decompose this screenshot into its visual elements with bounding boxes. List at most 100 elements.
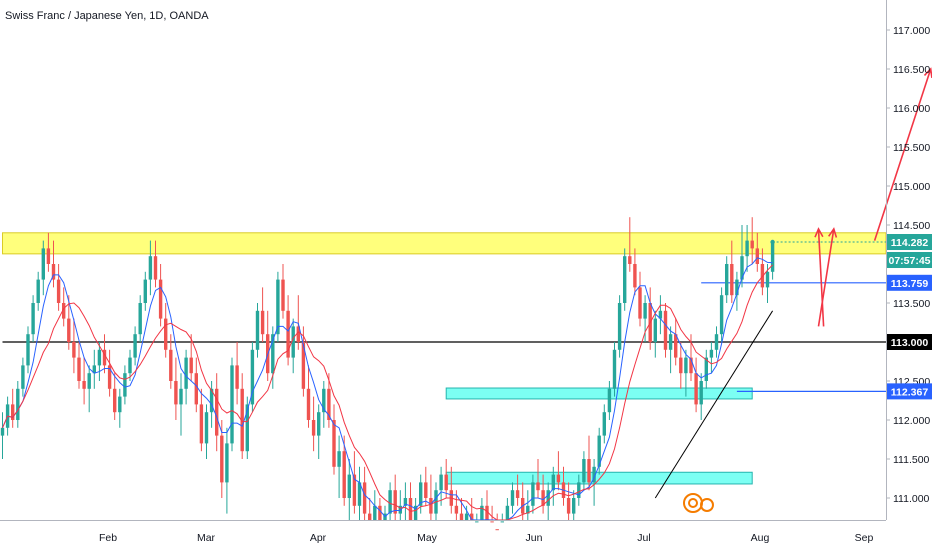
candle-body (495, 529, 499, 531)
candle-body (413, 505, 418, 520)
trendline-0 (654, 310, 774, 499)
zone-1 (445, 387, 753, 400)
candle-body (306, 388, 311, 420)
arrow-line-1 (817, 228, 835, 327)
candle-body (653, 318, 657, 342)
candle-body (56, 279, 61, 303)
y-tick-label: 117.000 (893, 25, 930, 37)
x-tick-label: Jun (526, 532, 543, 544)
svg-text:07:57:45: 07:57:45 (888, 255, 930, 267)
candle-body (352, 474, 357, 506)
candle-body (612, 349, 617, 389)
candle-body (638, 287, 642, 319)
zones-layer (2, 232, 887, 485)
moving-averages-layer (2, 257, 773, 521)
candle-body (546, 490, 550, 506)
horizontal-lines-layer (2, 241, 886, 392)
candle-body (633, 264, 637, 288)
candle-body (357, 482, 362, 506)
y-tick-label: 113.500 (893, 298, 930, 310)
svg-text:114.282: 114.282 (891, 237, 929, 249)
candle-body (72, 342, 76, 358)
candle-body (679, 357, 683, 374)
candle-body (505, 505, 510, 520)
x-tick-label: Aug (751, 532, 770, 544)
candle-body (689, 357, 693, 374)
candle-body (281, 279, 285, 311)
candle-body (714, 334, 719, 350)
candle-body (587, 459, 591, 483)
candle-body (730, 264, 734, 296)
candle-body (347, 474, 351, 498)
candle-body (16, 388, 20, 420)
candle-body (204, 412, 209, 444)
candle-body (158, 279, 163, 319)
candle-body (67, 318, 71, 342)
candle-body (113, 388, 117, 413)
candle-body (97, 349, 102, 366)
candle-body (118, 396, 122, 413)
candle-body (87, 373, 91, 389)
candle-body (393, 490, 397, 514)
candle-body (368, 513, 372, 520)
candle-body (566, 498, 571, 514)
x-tick-label: Sep (855, 532, 874, 544)
candle-body (760, 264, 765, 288)
candle-body (26, 334, 30, 366)
x-tick-label: Jul (637, 532, 650, 544)
candle-body (301, 342, 306, 389)
y-tick-label: 115.500 (893, 142, 930, 154)
y-tick-label: 111.000 (893, 493, 930, 505)
price-label-line: 112.367 (887, 383, 932, 400)
candle-body (424, 482, 428, 498)
candle-body (470, 513, 474, 520)
ma-slow-line (2, 264, 773, 521)
drawings-layer (654, 67, 932, 499)
candle-body (398, 505, 402, 514)
candle-body (464, 513, 469, 520)
price-label-line: 113.000 (887, 334, 932, 350)
x-tick-label: May (417, 532, 438, 544)
price-axis: 111.000111.500112.000112.500113.000113.5… (886, 25, 930, 505)
arrow-head-2 (814, 227, 824, 238)
candle-body (674, 334, 678, 358)
candle-body (276, 279, 280, 335)
candle-body (286, 310, 290, 358)
candle-body (694, 373, 698, 405)
price-label-last_price: 114.282 (887, 234, 932, 251)
svg-text:113.759: 113.759 (891, 278, 929, 290)
candle-body (240, 388, 244, 452)
candle-body (164, 318, 168, 350)
y-tick-label: 112.000 (893, 415, 930, 427)
candle-body (245, 404, 249, 452)
candle-body (31, 303, 35, 335)
candle-body (123, 373, 127, 397)
candle-body (225, 443, 229, 483)
candle-body (107, 365, 112, 389)
candle-body (0, 427, 5, 436)
candle-body (209, 388, 214, 413)
candle-body (11, 404, 15, 420)
candle-body (235, 365, 239, 389)
y-tick-label: 111.500 (893, 454, 930, 466)
candle-body (643, 303, 647, 319)
candle-body (480, 505, 484, 520)
candle-body (755, 248, 759, 264)
candle-body (322, 388, 326, 413)
candle-body (250, 349, 255, 405)
candle-body (541, 490, 545, 506)
candle-body (725, 264, 729, 296)
candle-body (429, 498, 433, 514)
candle-body (719, 295, 724, 335)
candle-body (572, 498, 576, 514)
candle-body (153, 256, 158, 280)
candle-body (337, 451, 341, 467)
chart-title: Swiss Franc / Japanese Yen, 1D, OANDA (5, 10, 209, 22)
candle-body (82, 381, 86, 389)
arrow-line-0 (873, 68, 932, 241)
time-axis: Feb Mar Apr May Jun Jul Aug Sep (99, 532, 874, 544)
candle-body (490, 521, 494, 523)
candle-body (148, 256, 153, 280)
x-tick-label: Mar (197, 532, 216, 544)
